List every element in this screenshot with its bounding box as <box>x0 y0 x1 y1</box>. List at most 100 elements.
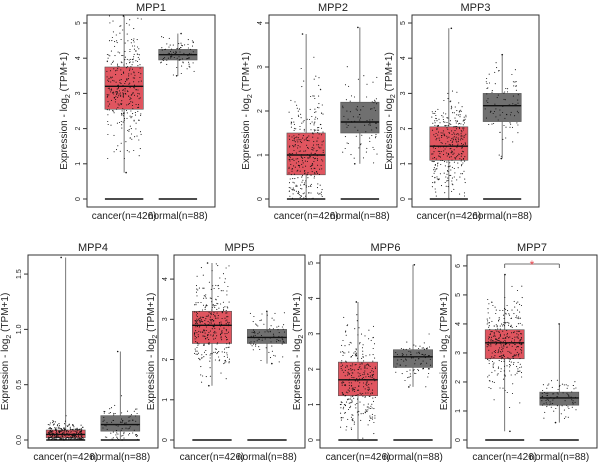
data-point <box>199 321 201 323</box>
data-point <box>345 99 347 101</box>
y-tick-label: 1 <box>400 162 407 166</box>
data-point <box>218 356 220 358</box>
data-point <box>175 75 178 77</box>
data-point <box>113 93 115 95</box>
data-point <box>129 137 131 139</box>
data-point <box>294 145 296 147</box>
data-point <box>290 174 292 176</box>
data-point <box>434 164 436 166</box>
data-point <box>355 349 357 351</box>
data-point <box>553 410 555 412</box>
data-point <box>205 329 207 332</box>
data-point <box>314 167 316 169</box>
data-point <box>65 435 67 437</box>
data-point <box>488 374 490 376</box>
data-point <box>504 374 506 376</box>
data-point <box>348 369 350 371</box>
data-point <box>462 135 464 137</box>
data-point <box>313 177 315 179</box>
data-point <box>129 98 131 101</box>
data-point <box>498 319 500 322</box>
data-point <box>294 178 296 180</box>
data-point <box>563 384 565 386</box>
data-point <box>314 111 316 113</box>
data-point <box>198 318 200 320</box>
data-point <box>499 328 501 330</box>
data-point <box>74 437 76 439</box>
data-point <box>194 332 196 334</box>
data-point <box>406 370 408 372</box>
data-point <box>415 359 417 361</box>
data-point <box>488 123 490 126</box>
data-point <box>519 330 521 332</box>
data-point <box>502 330 504 332</box>
data-point <box>434 188 436 190</box>
data-point <box>272 333 275 335</box>
data-point <box>447 128 449 130</box>
data-point <box>448 154 450 156</box>
data-point <box>116 436 118 438</box>
data-point <box>313 160 315 163</box>
data-point <box>446 173 448 175</box>
data-point <box>351 385 353 387</box>
data-point <box>423 342 425 344</box>
data-point <box>202 316 204 318</box>
data-point <box>304 156 306 159</box>
x-tick-label: normal(n=88) <box>90 452 150 463</box>
data-point <box>516 317 518 319</box>
data-point <box>205 376 207 378</box>
data-point <box>491 356 493 358</box>
data-point <box>193 352 196 354</box>
data-point <box>293 135 295 137</box>
box-cancer <box>192 262 232 441</box>
data-point <box>228 358 230 360</box>
data-point <box>132 92 134 95</box>
data-point <box>370 375 372 377</box>
data-point <box>546 395 548 397</box>
data-point <box>517 124 519 126</box>
data-point <box>289 138 291 140</box>
data-point <box>343 382 345 384</box>
data-point <box>343 406 345 408</box>
data-point <box>66 432 68 434</box>
data-point <box>54 421 57 423</box>
data-point <box>316 106 319 108</box>
data-point <box>55 430 58 432</box>
data-point <box>347 418 349 420</box>
data-point <box>434 110 436 112</box>
data-point <box>448 136 450 138</box>
data-point <box>437 131 440 133</box>
data-point <box>107 87 109 89</box>
data-point <box>509 114 512 116</box>
data-point <box>341 382 343 384</box>
data-point <box>274 355 276 357</box>
data-point <box>574 381 576 383</box>
data-point <box>347 392 349 394</box>
data-point <box>396 353 398 356</box>
data-point <box>486 82 488 85</box>
data-point <box>517 94 519 96</box>
data-point <box>205 349 207 352</box>
data-point <box>340 362 342 364</box>
box-normal <box>393 263 433 441</box>
data-point <box>439 156 442 158</box>
data-point <box>462 124 464 126</box>
data-point <box>282 341 284 343</box>
data-point <box>556 405 558 407</box>
data-point <box>212 326 214 328</box>
data-point <box>299 141 301 143</box>
plot-frame <box>173 254 306 449</box>
data-point <box>443 172 445 174</box>
data-point <box>310 185 312 188</box>
data-point <box>364 388 366 390</box>
data-point <box>506 336 508 338</box>
data-point <box>258 346 260 348</box>
data-point <box>498 349 500 351</box>
data-point <box>297 169 299 171</box>
data-point <box>200 301 202 304</box>
data-point <box>108 412 110 414</box>
data-point <box>294 166 296 168</box>
data-point <box>216 343 218 345</box>
data-point <box>225 320 227 322</box>
data-point <box>441 136 443 138</box>
